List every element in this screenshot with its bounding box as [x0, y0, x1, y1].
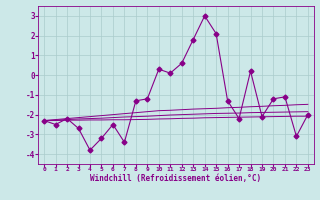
X-axis label: Windchill (Refroidissement éolien,°C): Windchill (Refroidissement éolien,°C): [91, 174, 261, 183]
